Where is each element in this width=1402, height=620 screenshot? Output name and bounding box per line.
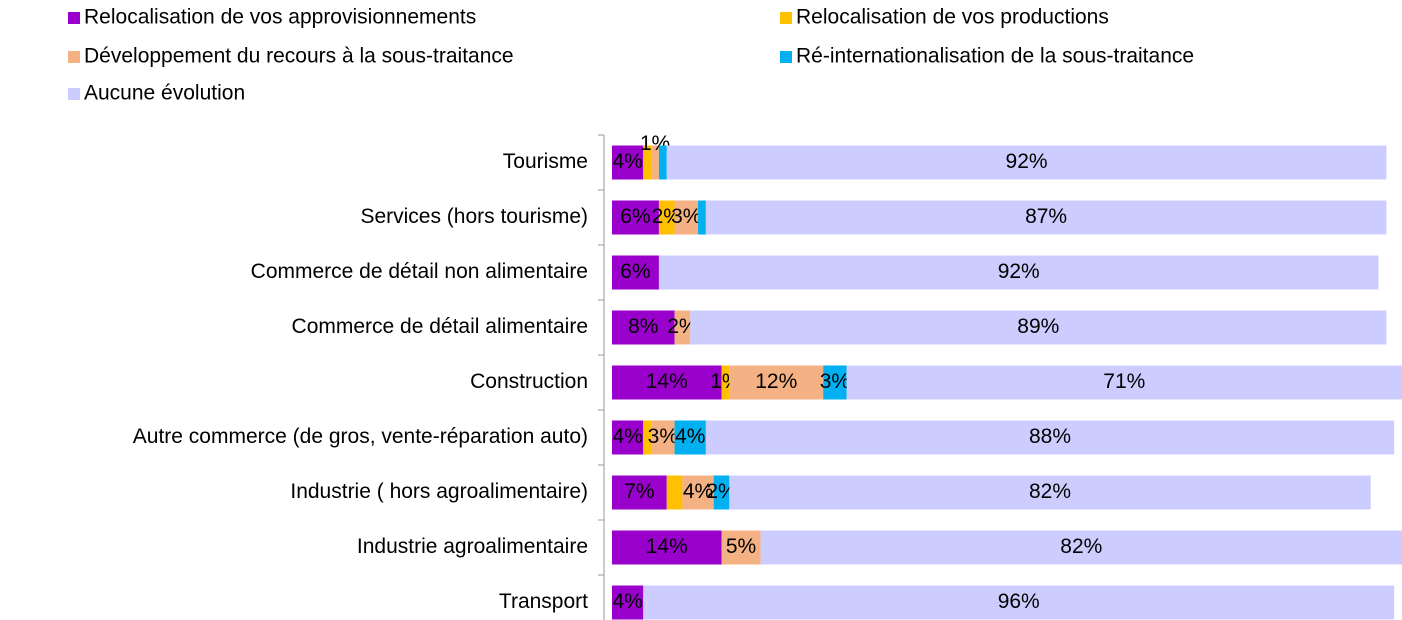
bar-segment <box>721 530 761 565</box>
data-label: 88% <box>1029 425 1071 448</box>
category-label: Services (hors tourisme) <box>360 205 588 228</box>
legend-label: Relocalisation de vos approvisionnements <box>84 6 476 29</box>
data-label: 4% <box>612 425 642 448</box>
data-label: 6% <box>620 260 650 283</box>
bar-segment <box>674 420 706 455</box>
data-label: 82% <box>1060 535 1102 558</box>
legend-swatch <box>68 51 80 63</box>
legend-swatch <box>68 88 80 100</box>
legend-label: Relocalisation de vos productions <box>796 6 1109 29</box>
data-label: 5% <box>726 535 756 558</box>
bar-segment <box>612 475 667 510</box>
bar-segment <box>705 420 1395 455</box>
bar-segment <box>682 475 714 510</box>
data-label: 2% <box>667 315 697 338</box>
data-label: 71% <box>1103 370 1145 393</box>
category-label: Commerce de détail alimentaire <box>292 315 588 338</box>
bar-segment <box>674 200 699 235</box>
category-label: Construction <box>470 370 588 393</box>
data-label: 4% <box>683 480 713 503</box>
bar-segment <box>612 420 644 455</box>
data-label: 96% <box>998 590 1040 613</box>
bar-segment <box>729 475 1371 510</box>
bar-segment <box>658 145 667 180</box>
legend-label: Ré-internationalisation de la sous-trait… <box>796 45 1194 68</box>
bar-segment <box>612 200 659 235</box>
legend-label: Aucune évolution <box>84 82 245 105</box>
data-label: 87% <box>1025 205 1067 228</box>
data-label: 2% <box>652 205 682 228</box>
bar-segment <box>705 200 1387 235</box>
bar-segment <box>760 530 1402 565</box>
bar-segment <box>612 255 659 290</box>
bar-segment <box>713 475 730 510</box>
bar-segment <box>643 145 652 180</box>
data-label: 4% <box>612 150 642 173</box>
data-label: 6% <box>620 205 650 228</box>
data-label: 4% <box>612 590 642 613</box>
bar-segment <box>666 145 1387 180</box>
legend-swatch <box>68 12 80 24</box>
bar-segment <box>612 145 644 180</box>
data-label: 7% <box>624 480 654 503</box>
bar-segment <box>612 310 675 345</box>
bar-segment <box>666 475 683 510</box>
data-label: 82% <box>1029 480 1071 503</box>
data-label: 14% <box>646 370 688 393</box>
data-label: 12% <box>755 370 797 393</box>
category-label: Autre commerce (de gros, vente-réparatio… <box>133 425 588 448</box>
bar-segment <box>643 420 652 455</box>
data-label: 3% <box>671 205 701 228</box>
bar-segment <box>690 310 1387 345</box>
bar-segment <box>846 365 1402 400</box>
bar-segment <box>823 365 847 400</box>
legend-label: Développement du recours à la sous-trait… <box>84 45 514 68</box>
data-label: 89% <box>1017 315 1059 338</box>
legend-swatch <box>780 12 792 24</box>
category-label: Commerce de détail non alimentaire <box>251 260 588 283</box>
data-label: 92% <box>998 260 1040 283</box>
data-label: 14% <box>646 535 688 558</box>
legend-swatch <box>780 51 792 63</box>
category-label: Transport <box>499 590 588 613</box>
category-label: Industrie agroalimentaire <box>357 535 588 558</box>
data-label: 8% <box>628 315 658 338</box>
data-label: 3% <box>820 370 850 393</box>
bar-segment <box>651 420 675 455</box>
category-label: Tourisme <box>503 150 588 173</box>
bar-segment <box>612 530 722 565</box>
bar-segment <box>658 200 675 235</box>
data-label: 2% <box>706 480 736 503</box>
bar-segment <box>674 310 691 345</box>
bar-segment <box>651 145 659 180</box>
data-label: 4% <box>675 425 705 448</box>
data-label: 3% <box>648 425 678 448</box>
data-label: 92% <box>1006 150 1048 173</box>
bar-segment <box>643 585 1395 620</box>
category-label: Industrie ( hors agroalimentaire) <box>290 480 588 503</box>
bar-segment <box>612 585 644 620</box>
bar-segment <box>729 365 824 400</box>
bar-segment <box>612 365 722 400</box>
bar-segment <box>658 255 1379 290</box>
bar-segment <box>698 200 706 235</box>
bar-segment <box>721 365 730 400</box>
